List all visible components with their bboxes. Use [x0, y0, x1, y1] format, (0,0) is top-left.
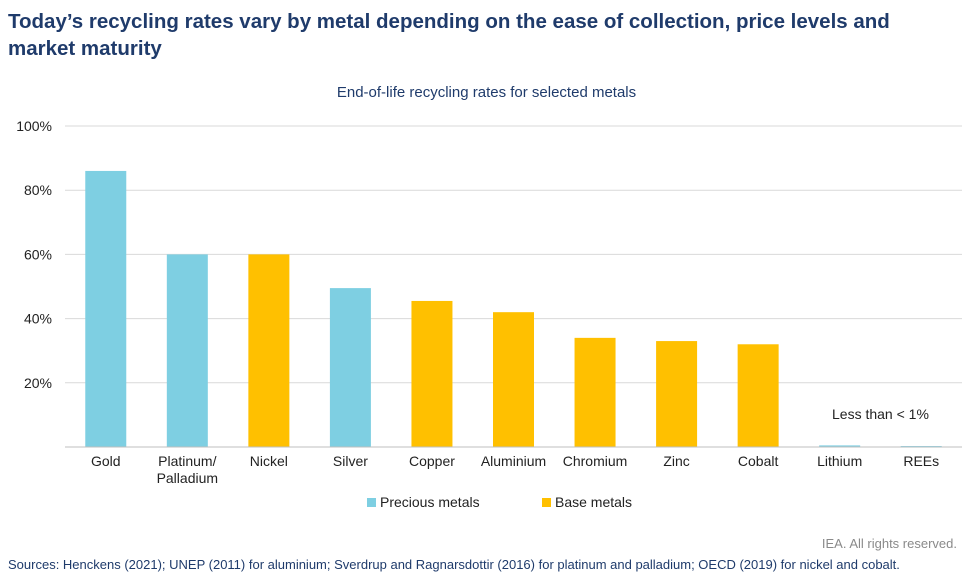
bars: [85, 170, 942, 448]
legend-label: Base metals: [555, 494, 632, 510]
y-tick-label: 20%: [24, 375, 52, 391]
bar-copper: [411, 300, 453, 447]
x-tick-label: REEs: [903, 453, 939, 469]
y-tick-label: 80%: [24, 182, 52, 198]
x-tick-label: Zinc: [663, 453, 689, 469]
chart-title: End-of-life recycling rates for selected…: [336, 84, 637, 101]
bar-lithium: [819, 445, 861, 447]
bar-platinum: [166, 254, 208, 447]
y-axis-ticks: 20% 40% 60% 80% 100%: [16, 118, 52, 391]
x-tick-label: Palladium: [157, 470, 218, 486]
x-tick-label: Chromium: [563, 453, 628, 469]
bar-chart: 20% 40% 60% 80% 100% Gold Platinum/Palladium N…: [16, 118, 962, 510]
x-tick-label: Aluminium: [481, 453, 546, 469]
legend: Precious metals Base metals: [367, 494, 632, 510]
legend-swatch: [367, 498, 376, 507]
bar-silver: [329, 288, 371, 447]
bar-cobalt: [737, 344, 779, 447]
sources-note: Sources: Henckens (2021); UNEP (2011) fo…: [8, 557, 900, 572]
copyright-notice: IEA. All rights reserved.: [821, 536, 957, 551]
x-tick-label: Platinum/: [158, 453, 216, 469]
x-tick-label: Nickel: [250, 453, 288, 469]
x-tick-label: Cobalt: [738, 453, 779, 469]
legend-swatch: [542, 498, 551, 507]
y-tick-label: 40%: [24, 311, 52, 327]
x-tick-label: Lithium: [817, 453, 862, 469]
x-tick-label: Gold: [91, 453, 121, 469]
x-tick-label: Copper: [409, 453, 455, 469]
bar-gold: [85, 170, 127, 447]
y-tick-label: 60%: [24, 246, 52, 262]
bar-zinc: [656, 341, 698, 447]
x-axis-labels: Gold Platinum/Palladium Nickel Silver Copper…: [91, 453, 939, 486]
chart-annotation: Less than < 1%: [832, 406, 929, 422]
page-headline: Today’s recycling rates vary by metal de…: [8, 10, 890, 60]
bar-chromium: [574, 337, 616, 447]
legend-label: Precious metals: [380, 494, 480, 510]
y-tick-label: 100%: [16, 118, 52, 134]
bar-nickel: [248, 254, 290, 447]
x-tick-label: Silver: [333, 453, 368, 469]
bar-aluminium: [493, 312, 534, 447]
